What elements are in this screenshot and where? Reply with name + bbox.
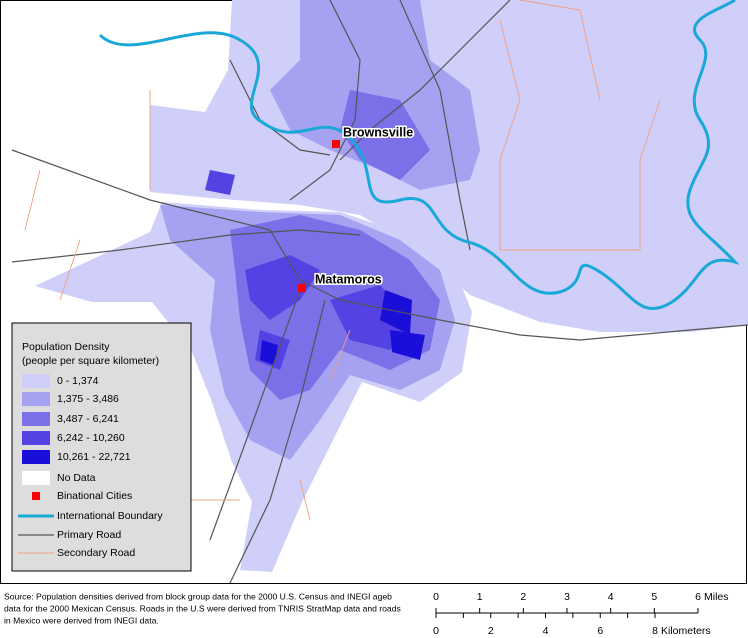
scale-label: 1 <box>477 591 483 603</box>
legend-symbol <box>32 492 40 500</box>
map-body <box>11 0 748 584</box>
mx-very-dense <box>205 170 410 370</box>
city-marker <box>332 140 340 148</box>
scale-label: 6 <box>695 591 701 603</box>
scale-label: 4 <box>608 591 614 603</box>
legend-label: 6,242 - 10,260 <box>57 432 125 444</box>
city-label-halo: Brownsville <box>343 125 413 139</box>
source-line: data for the 2000 Mexican Census. Roads … <box>4 603 401 613</box>
source-line: in Mexico were derived from INEGI data. <box>4 615 159 625</box>
legend-label: 0 - 1,374 <box>57 375 99 387</box>
legend-label: International Boundary <box>57 510 163 522</box>
legend-label: Binational Cities <box>57 490 132 502</box>
legend-title: (people per square kilometer) <box>22 355 159 367</box>
scale-label: 8 <box>652 625 658 637</box>
legend-label: 10,261 - 22,721 <box>57 451 131 463</box>
legend-swatch <box>22 431 50 445</box>
scale-label: 6 <box>597 625 603 637</box>
scale-unit: Miles <box>704 591 729 603</box>
legend-swatch <box>22 471 50 485</box>
scale-label: 5 <box>651 591 657 603</box>
city-marker <box>298 284 306 292</box>
legend-label: Secondary Road <box>57 547 135 559</box>
city-label: Matamoros <box>315 272 382 286</box>
scale-label: 3 <box>564 591 570 603</box>
city-label: Brownsville <box>343 125 413 139</box>
city-label-halo: Matamoros <box>315 272 382 286</box>
legend-box <box>11 322 192 572</box>
secondary-roads <box>24 0 661 521</box>
legend-swatch <box>22 374 50 388</box>
legend-items: Population Density (people per square kil… <box>18 341 163 559</box>
primary-roads <box>11 0 748 584</box>
legend-label: Primary Road <box>57 529 121 541</box>
source-line: Source: Population densities derived fro… <box>4 591 392 601</box>
legend-swatch <box>22 450 50 464</box>
scale-label: 2 <box>488 625 494 637</box>
legend-label: 3,487 - 6,241 <box>57 413 119 425</box>
legend: Population Density (people per square kil… <box>11 322 192 572</box>
scale-label: 0 <box>433 591 439 603</box>
scale-unit: Kilometers <box>661 625 711 637</box>
legend-label: No Data <box>57 472 96 484</box>
legend-label: 1,375 - 3,486 <box>57 393 119 405</box>
source-note: Source: Population densities derived fro… <box>4 591 401 625</box>
legend-swatch <box>22 412 50 426</box>
scale-label: 0 <box>433 625 439 637</box>
scale-label: 2 <box>520 591 526 603</box>
legend-title: Population Density <box>22 341 110 353</box>
legend-swatch <box>22 392 50 406</box>
river-boundary <box>98 0 740 310</box>
scale-label: 4 <box>543 625 549 637</box>
